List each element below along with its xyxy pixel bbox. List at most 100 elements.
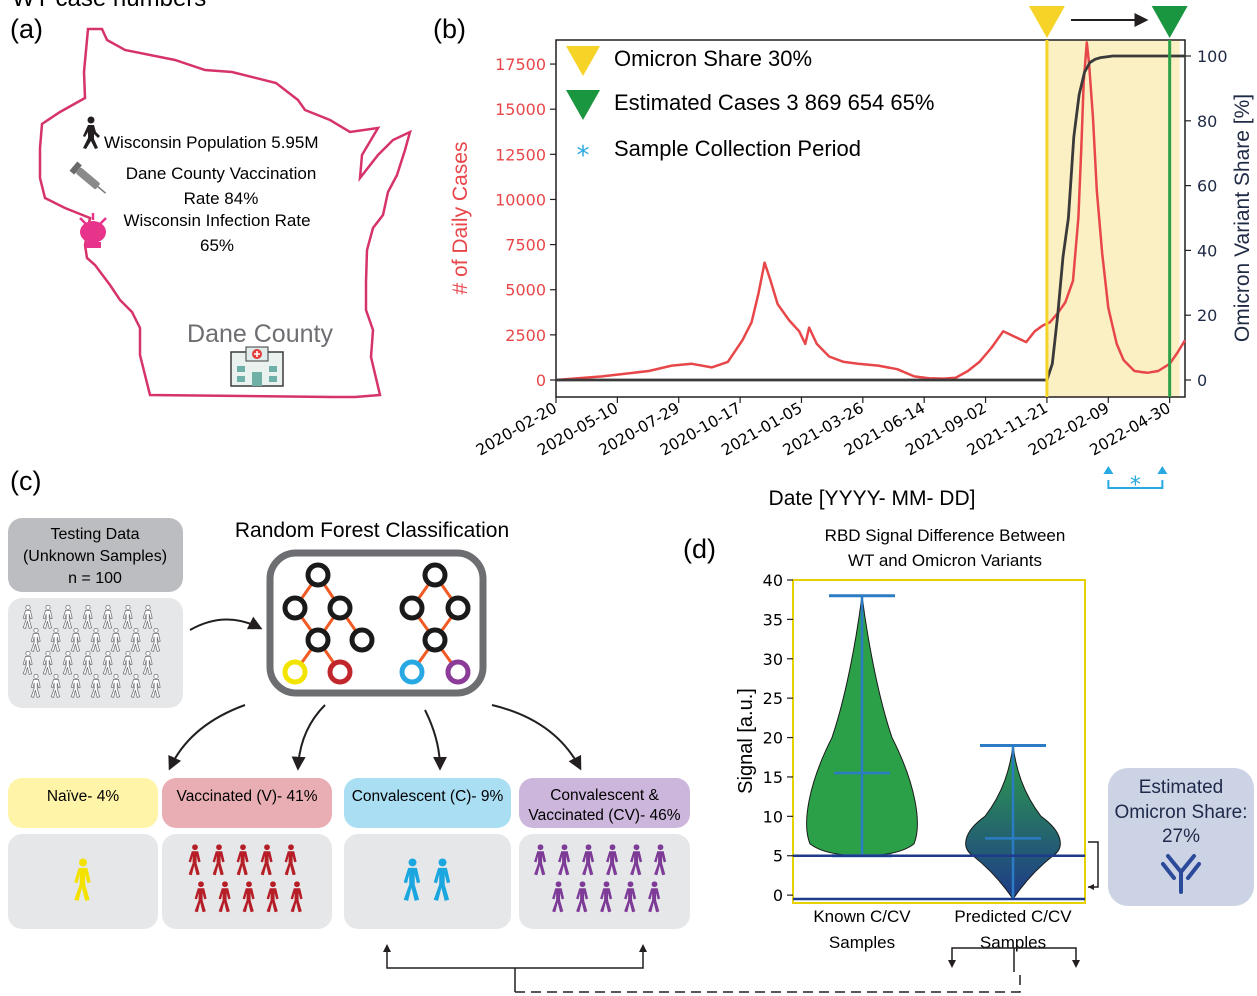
- green-triangle-marker: [1151, 6, 1188, 38]
- sample-period-bracket: [1107, 480, 1164, 489]
- dashed-link: [515, 972, 1021, 993]
- left-tick-label: 5000: [505, 281, 546, 300]
- virus-icon: [79, 213, 107, 248]
- y-tick-label: 20: [763, 729, 783, 748]
- plot-frame: [555, 39, 1186, 398]
- right-tick-label: 40: [1197, 241, 1217, 260]
- y-axis-label-right: Omicron Variant Share [%]: [1231, 94, 1254, 342]
- category-label-1: Predicted C/CV: [954, 907, 1072, 926]
- right-tick-label: 0: [1197, 371, 1207, 390]
- left-tick-label: 12500: [495, 145, 546, 164]
- testing-samples-box: [8, 598, 183, 708]
- estimate-box: [1108, 768, 1254, 906]
- panel-a: (a) Wisconsin Population 5.95M Dane Coun…: [10, 14, 412, 399]
- panel-b: (b) 0 2500 5000 7500 10000 12500 15000 17500 0 20…: [433, 6, 1254, 510]
- vaccination-line-2: Rate 84%: [184, 189, 259, 208]
- y-axis-label: Signal [a.u.]: [735, 688, 757, 794]
- y-tick-label: 5: [773, 847, 783, 866]
- panel-label-d: (d): [683, 534, 716, 564]
- bracket-arrow-left: [383, 944, 391, 952]
- yellow-triangle-marker: [1028, 6, 1065, 38]
- bracket-arrow-right: [639, 944, 647, 952]
- tree-node: [282, 595, 308, 621]
- left-tick-label: 0: [536, 371, 546, 390]
- input-arrow: [189, 616, 263, 631]
- syringe-icon: [69, 161, 107, 194]
- left-tick-label: 17500: [495, 55, 546, 74]
- arrow-to-convalescent: [424, 709, 447, 771]
- panel-label-c: (c): [10, 466, 41, 496]
- tree-leaf: [445, 659, 471, 685]
- tree-node: [305, 627, 331, 653]
- hospital-icon: [230, 346, 284, 387]
- tree-node: [445, 595, 471, 621]
- antibody-icon: [1161, 854, 1201, 894]
- tree-leaf: [399, 659, 425, 685]
- category-sublabel-0: Samples: [829, 933, 895, 952]
- y-tick-label: 0: [773, 886, 783, 905]
- group-label-2: Convalescent (C)- 9%: [352, 788, 504, 805]
- right-tick-label: 80: [1197, 112, 1217, 131]
- tree-node: [422, 562, 448, 588]
- decision-trees: [282, 562, 471, 685]
- group-label2-3: Vaccinated (CV)- 46%: [528, 807, 680, 824]
- case-chart: 0 2500 5000 7500 10000 12500 15000 17500 0 20 40 60…: [449, 6, 1254, 510]
- classification-groups: Naïve- 4% Vaccinated (V)- 41% Convalescent…: [8, 778, 690, 929]
- signal-bracket: [1088, 841, 1099, 888]
- legend-marker-estimated-cases: [566, 90, 600, 120]
- estimate-value: 27%: [1162, 826, 1200, 847]
- category-sublabel-1: Samples: [980, 933, 1046, 952]
- group-label-0: Naïve- 4%: [47, 788, 120, 805]
- left-tick-label: 2500: [505, 326, 546, 345]
- y-axis-label-left: # of Daily Cases: [449, 142, 472, 295]
- legend-label-sample: Sample Collection Period: [614, 136, 861, 161]
- walking-person-icon: [83, 116, 100, 149]
- population-text: Wisconsin Population 5.95M: [104, 133, 319, 152]
- tree-node: [422, 627, 448, 653]
- panel-d: (d) 0 5 10 15 20 25 30 35 40 Signal [a.u.] RBD Sig…: [683, 526, 1254, 972]
- legend-label-omicron-share: Omicron Share 30%: [614, 46, 812, 71]
- testing-line-2: (Unknown Samples): [23, 548, 167, 565]
- group-box-1: [162, 834, 332, 929]
- arrow-to-vaccinated: [291, 704, 326, 771]
- violin-chart: 0 5 10 15 20 25 30 35 40 Signal [a.u.] RBD Signal …: [735, 526, 1086, 952]
- panel-label-b: (b): [433, 14, 466, 44]
- group-header-2: [344, 778, 511, 828]
- estimate-line-1: Estimated: [1139, 777, 1223, 798]
- testing-header: [8, 518, 183, 592]
- group-label-3: Convalescent &: [550, 787, 659, 804]
- group-label-1: Vaccinated (V)- 41%: [177, 788, 318, 805]
- c-cv-bracket: [386, 948, 644, 969]
- panel-c: (c) Random Forest Classification Testing…: [8, 466, 1021, 993]
- vaccination-line-1: Dane County Vaccination: [126, 164, 317, 183]
- panel-label-a: (a): [10, 14, 43, 44]
- arrow-to-naive: [168, 704, 246, 771]
- sample-period-arrows: [1103, 466, 1168, 474]
- group-header-1: [162, 778, 332, 828]
- group-header-3: [519, 778, 690, 828]
- left-tick-label: 7500: [505, 236, 546, 255]
- group-box-2: [344, 834, 511, 929]
- violin-title-line-1: RBD Signal Difference Between: [825, 526, 1066, 545]
- tree-leaf: [327, 659, 353, 685]
- y-tick-label: 15: [763, 768, 783, 787]
- tree-leaf: [282, 659, 308, 685]
- y-tick-label: 30: [763, 650, 783, 669]
- tree-node: [305, 562, 331, 588]
- y-tick-label: 25: [763, 689, 783, 708]
- tree-node: [327, 595, 353, 621]
- violin-title-line-2: WT and Omicron Variants: [848, 551, 1042, 570]
- signal-bracket-arrow: [1088, 884, 1094, 890]
- wisconsin-map: [38, 27, 412, 399]
- legend-marker-sample: *: [577, 141, 590, 171]
- y-tick-label: 40: [763, 571, 783, 590]
- predicted-bracket-arrow-left: [948, 960, 956, 968]
- legend-marker-omicron-share: [566, 46, 600, 76]
- testing-line-3: n = 100: [68, 570, 122, 587]
- y-tick-label: 10: [763, 807, 783, 826]
- classification-title: Random Forest Classification: [235, 519, 509, 542]
- tree-node: [399, 595, 425, 621]
- predicted-bracket-arrow-right: [1072, 960, 1080, 968]
- sample-period-asterisk: *: [1130, 473, 1141, 498]
- clipped-top-text: WT case numbers: [12, 0, 206, 12]
